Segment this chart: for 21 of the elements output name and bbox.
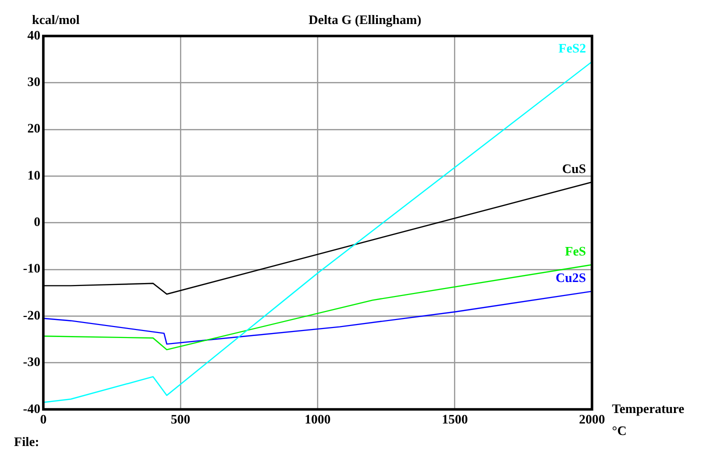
text: File: bbox=[14, 434, 40, 450]
y-tick-label: -30 bbox=[22, 354, 40, 370]
x-tick-label: 1000 bbox=[304, 412, 331, 427]
y-tick-label: -10 bbox=[22, 260, 40, 276]
series-label: CuS bbox=[562, 160, 586, 176]
y-tick-label: 40 bbox=[27, 27, 40, 42]
y-tick-label: 30 bbox=[27, 74, 40, 90]
series-label: FeS bbox=[565, 244, 586, 259]
chart-title: Delta G (Ellingham) bbox=[308, 12, 422, 28]
y-axis-title: kcal/mol bbox=[32, 12, 80, 28]
y-tick-label: 10 bbox=[27, 167, 40, 182]
y-tick-label: -20 bbox=[22, 307, 40, 322]
y-tick-label: -40 bbox=[22, 400, 40, 416]
x-tick-label: 1500 bbox=[442, 412, 468, 427]
y-tick-label: 0 bbox=[34, 214, 40, 230]
series-label: Cu2S bbox=[556, 270, 586, 286]
x-tick-label: 2000 bbox=[579, 412, 605, 427]
x-axis-title: Temperature °C bbox=[612, 400, 686, 440]
series-label: FeS2 bbox=[558, 40, 586, 56]
y-tick-label: 20 bbox=[27, 120, 40, 136]
x-tick-label: 500 bbox=[170, 412, 190, 427]
